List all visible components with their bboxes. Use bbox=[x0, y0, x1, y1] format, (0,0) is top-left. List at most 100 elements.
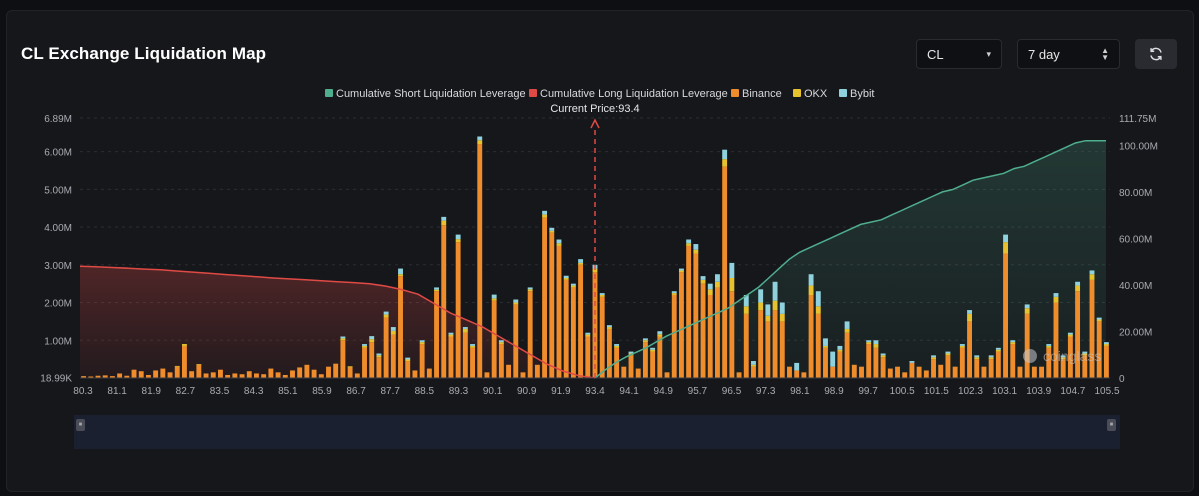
bar-binance bbox=[441, 225, 447, 378]
bar-binance bbox=[434, 291, 439, 378]
bar-binance bbox=[823, 347, 828, 378]
y-left-tick: 18.99K bbox=[40, 373, 72, 384]
bar-binance bbox=[995, 351, 1001, 378]
bar-okx bbox=[837, 349, 843, 352]
bar-okx bbox=[1024, 308, 1030, 314]
x-tick: 103.9 bbox=[1026, 386, 1051, 397]
x-tick: 97.3 bbox=[756, 386, 776, 397]
coinglass-watermark: coinglass bbox=[1023, 348, 1101, 364]
bar-okx bbox=[945, 353, 951, 356]
bar-bybit bbox=[491, 294, 497, 299]
bar-okx bbox=[844, 328, 850, 333]
bar-okx bbox=[700, 279, 706, 284]
bar-binance bbox=[988, 359, 994, 378]
bar-okx bbox=[570, 285, 576, 288]
bar-okx bbox=[815, 306, 821, 314]
bar-okx bbox=[765, 315, 771, 322]
bar-okx bbox=[967, 313, 972, 322]
bar-bybit bbox=[376, 353, 382, 356]
bar-binance bbox=[664, 372, 670, 378]
bar-bybit bbox=[441, 216, 447, 221]
bar-bybit bbox=[578, 259, 584, 263]
x-tick: 96.5 bbox=[722, 386, 742, 397]
bar-binance bbox=[117, 373, 123, 378]
bar-binance bbox=[484, 372, 490, 378]
bar-binance bbox=[931, 359, 936, 378]
bar-okx bbox=[462, 328, 468, 333]
bar-binance bbox=[981, 366, 987, 378]
brush-right-handle[interactable]: ⏸ bbox=[1107, 419, 1116, 431]
bar-binance bbox=[138, 371, 144, 378]
bar-okx bbox=[722, 159, 728, 167]
bar-binance bbox=[570, 287, 576, 378]
bar-binance bbox=[1096, 321, 1102, 378]
bar-binance bbox=[729, 291, 735, 378]
bar-binance bbox=[376, 357, 382, 378]
x-tick: 82.7 bbox=[176, 386, 196, 397]
bar-binance bbox=[758, 310, 764, 378]
bar-binance bbox=[218, 369, 223, 378]
bar-binance bbox=[952, 366, 958, 378]
y-left-tick: 5.00M bbox=[44, 185, 72, 196]
bar-binance bbox=[895, 366, 900, 378]
bar-binance bbox=[340, 340, 346, 378]
bar-bybit bbox=[729, 262, 735, 278]
bar-bybit bbox=[772, 281, 778, 301]
bar-binance bbox=[549, 232, 555, 378]
legend-swatch bbox=[839, 89, 847, 97]
bar-binance bbox=[390, 334, 396, 378]
bar-bybit bbox=[693, 244, 699, 250]
bar-okx bbox=[405, 359, 411, 362]
bar-okx bbox=[650, 349, 656, 352]
bar-bybit bbox=[642, 338, 648, 341]
bar-bybit bbox=[779, 302, 785, 314]
bar-okx bbox=[369, 339, 375, 343]
legend-swatch bbox=[731, 89, 739, 97]
bar-binance bbox=[232, 373, 238, 378]
bar-binance bbox=[765, 321, 771, 378]
bar-binance bbox=[794, 370, 800, 378]
range-select[interactable]: 7 day ▲ ▼ bbox=[1017, 39, 1120, 69]
bar-binance bbox=[1103, 345, 1109, 378]
bar-bybit bbox=[383, 311, 389, 315]
symbol-select[interactable]: CL ▾ bbox=[916, 39, 1002, 69]
bar-binance bbox=[678, 272, 684, 378]
bar-binance bbox=[527, 291, 533, 378]
bar-bybit bbox=[340, 336, 346, 339]
brush-left-handle[interactable]: ⏸ bbox=[76, 419, 85, 431]
bar-binance bbox=[938, 364, 944, 378]
bar-binance bbox=[412, 370, 418, 378]
bar-bybit bbox=[707, 283, 713, 290]
bar-okx bbox=[707, 289, 713, 295]
bar-okx bbox=[995, 349, 1001, 352]
bar-bybit bbox=[1060, 355, 1066, 358]
bar-binance bbox=[81, 376, 87, 378]
bar-binance bbox=[945, 355, 951, 378]
x-tick: 99.7 bbox=[858, 386, 878, 397]
bar-binance bbox=[261, 374, 267, 378]
bar-binance bbox=[650, 351, 656, 378]
bar-binance bbox=[304, 364, 310, 378]
bar-bybit bbox=[765, 304, 771, 316]
bar-binance bbox=[1075, 291, 1081, 378]
refresh-icon bbox=[1150, 47, 1162, 61]
bar-binance bbox=[542, 217, 548, 378]
x-tick: 94.9 bbox=[654, 386, 674, 397]
bar-okx bbox=[823, 345, 828, 348]
bar-binance bbox=[109, 376, 115, 378]
legend-item: Cumulative Long Liquidation Leverage bbox=[540, 88, 728, 100]
bar-binance bbox=[254, 373, 259, 378]
bar-okx bbox=[578, 262, 584, 265]
bar-binance bbox=[873, 347, 879, 378]
bar-okx bbox=[585, 334, 591, 337]
x-tick: 100.5 bbox=[890, 386, 915, 397]
refresh-button[interactable] bbox=[1135, 39, 1177, 69]
bar-binance bbox=[1067, 336, 1073, 378]
bar-binance bbox=[1017, 366, 1023, 378]
x-tick: 91.9 bbox=[551, 386, 571, 397]
bar-bybit bbox=[967, 310, 972, 314]
bar-okx bbox=[642, 340, 648, 343]
bar-okx bbox=[1046, 345, 1052, 348]
zoom-brush-track[interactable] bbox=[74, 415, 1120, 449]
bar-binance bbox=[153, 370, 159, 378]
